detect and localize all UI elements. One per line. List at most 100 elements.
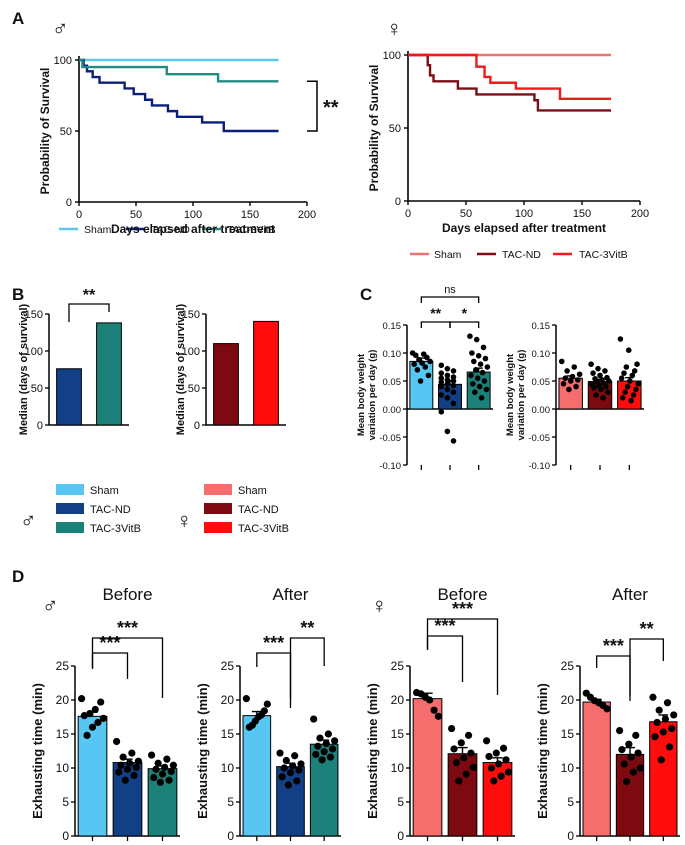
data-point bbox=[619, 395, 626, 401]
data-point bbox=[631, 368, 638, 374]
significance-bracket bbox=[449, 321, 480, 328]
bar-tac-nd bbox=[213, 343, 239, 426]
data-point bbox=[457, 739, 465, 747]
data-point bbox=[158, 770, 167, 778]
panel-letter-b: B bbox=[12, 285, 24, 304]
data-point bbox=[464, 731, 473, 739]
legend-label-tac-3vitb: TAC-3VitB bbox=[90, 523, 141, 535]
y-tick-label: 100 bbox=[25, 346, 43, 358]
data-point bbox=[562, 375, 569, 382]
data-point bbox=[455, 777, 463, 785]
data-point bbox=[83, 731, 91, 739]
bar-sham bbox=[409, 360, 434, 410]
x-tick-label: 150 bbox=[241, 209, 259, 221]
data-point bbox=[478, 395, 485, 401]
significance-label: ns bbox=[444, 284, 456, 296]
data-point bbox=[575, 377, 581, 383]
significance-bracket bbox=[256, 652, 292, 699]
data-point bbox=[622, 389, 628, 396]
significance-bracket bbox=[289, 637, 325, 708]
data-point bbox=[167, 767, 175, 776]
data-point bbox=[94, 718, 102, 727]
survival-chart-A_male: 0 50 100 0 50 100 150 200 Days elapsed after tre… bbox=[38, 55, 339, 236]
data-point bbox=[450, 438, 457, 444]
data-point bbox=[77, 695, 86, 703]
y-tick-label: 25 bbox=[221, 659, 235, 673]
y-tick-label: 0 bbox=[567, 829, 574, 843]
y-tick-label: 0 bbox=[397, 829, 404, 843]
y-tick-label: -0.05 bbox=[379, 433, 401, 444]
data-point bbox=[438, 375, 445, 382]
data-point bbox=[623, 364, 630, 370]
data-point bbox=[602, 368, 608, 374]
data-point bbox=[573, 383, 579, 390]
bar-chart-C_female: -0.10 -0.05 0.00 0.05 0.10 0.15 Mean body weig… bbox=[505, 321, 644, 472]
data-point bbox=[117, 761, 125, 769]
data-point bbox=[651, 733, 659, 741]
data-point bbox=[597, 372, 603, 379]
data-point bbox=[649, 693, 657, 701]
y-axis-label: Exhausting time (min) bbox=[195, 683, 210, 819]
significance-bracket bbox=[596, 655, 631, 696]
significance-bracket bbox=[426, 618, 499, 695]
bar-tac-3vitb bbox=[253, 320, 279, 426]
data-point bbox=[326, 753, 335, 761]
chart-title: Before bbox=[102, 585, 152, 604]
y-tick-label: 100 bbox=[383, 50, 401, 62]
data-point bbox=[132, 763, 140, 771]
data-point bbox=[635, 381, 642, 387]
data-point bbox=[657, 756, 665, 764]
data-point bbox=[598, 386, 604, 393]
data-point bbox=[320, 748, 328, 756]
data-point bbox=[473, 336, 480, 343]
y-tick-label: 100 bbox=[182, 346, 200, 358]
y-tick-label: 20 bbox=[56, 693, 70, 707]
y-tick-label: 5 bbox=[227, 795, 234, 809]
data-point bbox=[567, 378, 574, 384]
data-point bbox=[282, 756, 290, 765]
data-point bbox=[444, 372, 451, 379]
data-point bbox=[477, 361, 484, 368]
data-point bbox=[419, 360, 425, 366]
y-tick-label: 0 bbox=[62, 829, 69, 843]
male-symbol-a: ♂ bbox=[52, 16, 69, 41]
data-point bbox=[295, 766, 303, 774]
data-point bbox=[621, 370, 627, 376]
data-point bbox=[558, 358, 565, 365]
data-point bbox=[156, 778, 164, 786]
data-point bbox=[434, 712, 443, 720]
female-symbol-d: ♀ bbox=[371, 593, 388, 618]
significance-label: *** bbox=[603, 636, 624, 656]
data-point bbox=[603, 705, 611, 713]
female-symbol-a: ♀ bbox=[386, 16, 403, 41]
data-point bbox=[314, 742, 322, 750]
data-point bbox=[444, 395, 451, 401]
data-point bbox=[492, 749, 500, 757]
significance-label: ** bbox=[300, 618, 314, 638]
x-tick-label: 0 bbox=[405, 208, 411, 220]
legend-a-male: Sham TAC-ND TAC-3VitB bbox=[59, 224, 276, 236]
significance-label: ** bbox=[83, 287, 96, 304]
data-point bbox=[600, 395, 606, 401]
data-point bbox=[588, 361, 594, 368]
data-point bbox=[636, 764, 644, 772]
data-point bbox=[278, 773, 286, 781]
y-tick-label: 0.00 bbox=[383, 405, 402, 416]
data-point bbox=[242, 695, 250, 703]
panel-letter-a: A bbox=[12, 9, 24, 28]
data-point bbox=[154, 759, 162, 767]
data-point bbox=[655, 706, 663, 714]
y-tick-label: 25 bbox=[391, 659, 405, 673]
data-point bbox=[467, 749, 475, 757]
data-point bbox=[481, 378, 488, 384]
y-tick-label: 0.00 bbox=[532, 405, 551, 416]
legend-label-tac-3vitb: TAC-3VitB bbox=[579, 249, 628, 261]
legend-swatch-tac-3vitb bbox=[56, 522, 84, 533]
data-point bbox=[444, 428, 451, 435]
data-point bbox=[629, 768, 638, 776]
data-point bbox=[97, 698, 105, 706]
